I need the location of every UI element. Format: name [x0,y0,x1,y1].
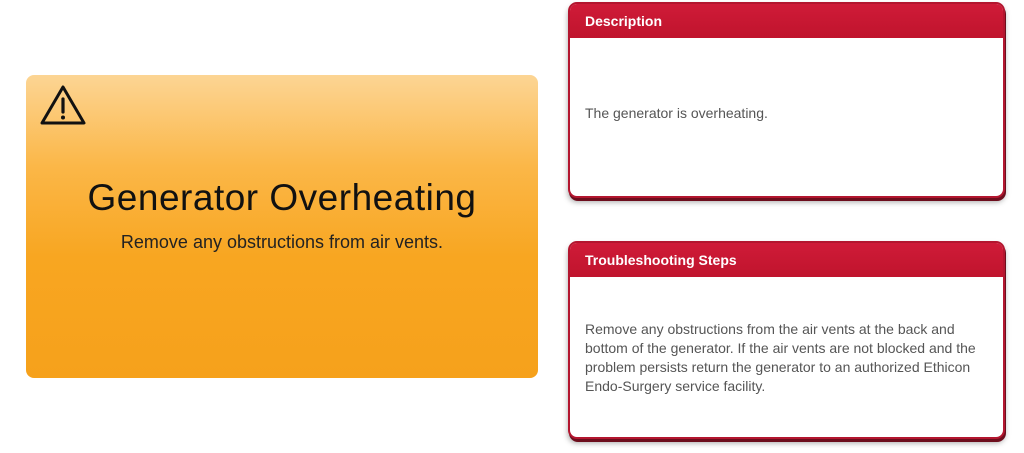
alert-title: Generator Overheating [87,177,477,218]
description-heading: Description [570,4,1003,38]
troubleshooting-text: Remove any obstructions from the air ven… [585,321,976,394]
description-text: The generator is overheating. [585,105,768,121]
warning-icon [38,83,88,127]
troubleshooting-card: Troubleshooting Steps Remove any obstruc… [568,241,1005,439]
alert-subtitle: Remove any obstructions from air vents. [120,232,444,252]
alert-panel: Generator Overheating Remove any obstruc… [26,75,538,378]
troubleshooting-heading: Troubleshooting Steps [570,243,1003,277]
description-card: Description The generator is overheating… [568,2,1005,198]
